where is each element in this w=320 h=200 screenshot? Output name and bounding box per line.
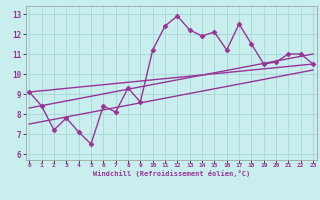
X-axis label: Windchill (Refroidissement éolien,°C): Windchill (Refroidissement éolien,°C)	[92, 170, 250, 177]
